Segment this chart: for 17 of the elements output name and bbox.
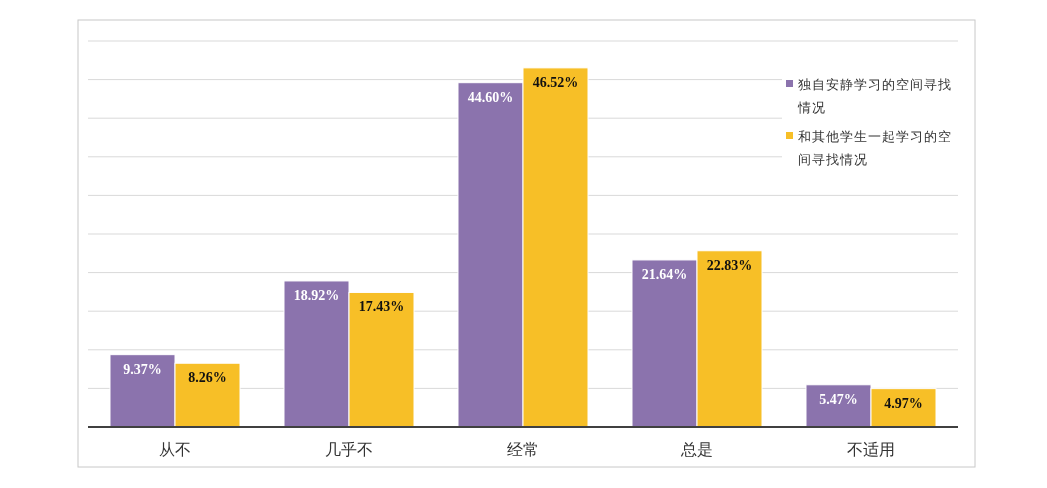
- data-label: 5.47%: [819, 391, 858, 407]
- x-tick-label: 从不: [159, 441, 191, 458]
- data-label: 8.26%: [188, 370, 227, 386]
- data-label: 4.97%: [884, 395, 923, 411]
- data-label: 18.92%: [293, 287, 340, 303]
- data-label: 22.83%: [706, 257, 753, 273]
- data-label: 44.60%: [467, 89, 514, 105]
- legend-label: 独自安静学习的空间寻找情况: [797, 77, 952, 115]
- legend-label: 和其他学生一起学习的空间寻找情况: [798, 129, 952, 167]
- data-label: 9.37%: [123, 361, 162, 377]
- data-label: 46.52%: [532, 74, 579, 90]
- x-tick-label: 总是: [680, 441, 713, 458]
- data-label: 21.64%: [641, 266, 688, 282]
- x-tick-label: 几乎不: [325, 441, 373, 458]
- x-tick-label: 经常: [507, 441, 539, 458]
- x-tick-label: 不适用: [847, 441, 895, 458]
- data-label: 17.43%: [358, 299, 405, 315]
